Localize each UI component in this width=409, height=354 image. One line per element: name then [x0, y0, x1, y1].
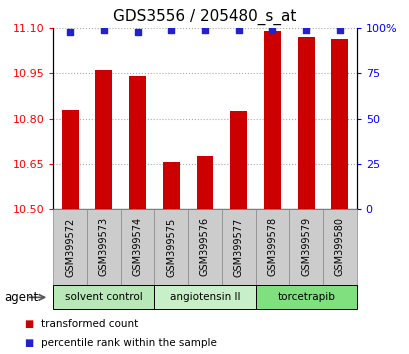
- Bar: [53, 285, 154, 309]
- Bar: [230, 111, 247, 209]
- Bar: [95, 70, 112, 209]
- Text: GSM399572: GSM399572: [65, 217, 75, 276]
- Text: GSM399579: GSM399579: [300, 217, 310, 276]
- Text: percentile rank within the sample: percentile rank within the sample: [41, 338, 216, 348]
- Point: [134, 29, 141, 35]
- Text: torcetrapib: torcetrapib: [276, 292, 334, 302]
- Bar: [87, 209, 120, 285]
- Point: [201, 27, 208, 33]
- Text: GSM399580: GSM399580: [334, 217, 344, 276]
- Text: ■: ■: [25, 338, 34, 348]
- Bar: [188, 209, 221, 285]
- Bar: [263, 32, 280, 209]
- Text: agent: agent: [4, 291, 38, 304]
- Text: transformed count: transformed count: [41, 319, 138, 329]
- Point: [67, 29, 73, 35]
- Bar: [221, 209, 255, 285]
- Bar: [289, 209, 322, 285]
- Bar: [255, 285, 356, 309]
- Text: ■: ■: [25, 319, 34, 329]
- Text: GSM399575: GSM399575: [166, 217, 176, 276]
- Point: [168, 27, 174, 33]
- Point: [302, 27, 309, 33]
- Point: [268, 27, 275, 33]
- Text: GSM399574: GSM399574: [132, 217, 142, 276]
- Bar: [162, 162, 179, 209]
- Bar: [129, 76, 146, 209]
- Bar: [330, 39, 347, 209]
- Point: [235, 27, 241, 33]
- Text: GDS3556 / 205480_s_at: GDS3556 / 205480_s_at: [113, 9, 296, 25]
- Text: GSM399577: GSM399577: [233, 217, 243, 276]
- Bar: [154, 209, 188, 285]
- Text: solvent control: solvent control: [65, 292, 142, 302]
- Bar: [322, 209, 356, 285]
- Text: GSM399578: GSM399578: [267, 217, 277, 276]
- Bar: [297, 38, 314, 209]
- Point: [100, 27, 107, 33]
- Point: [336, 27, 342, 33]
- Bar: [255, 209, 289, 285]
- Bar: [196, 156, 213, 209]
- Text: angiotensin II: angiotensin II: [169, 292, 240, 302]
- Bar: [62, 110, 79, 209]
- Text: GSM399576: GSM399576: [200, 217, 209, 276]
- Bar: [120, 209, 154, 285]
- Bar: [154, 285, 255, 309]
- Bar: [53, 209, 87, 285]
- Text: GSM399573: GSM399573: [99, 217, 109, 276]
